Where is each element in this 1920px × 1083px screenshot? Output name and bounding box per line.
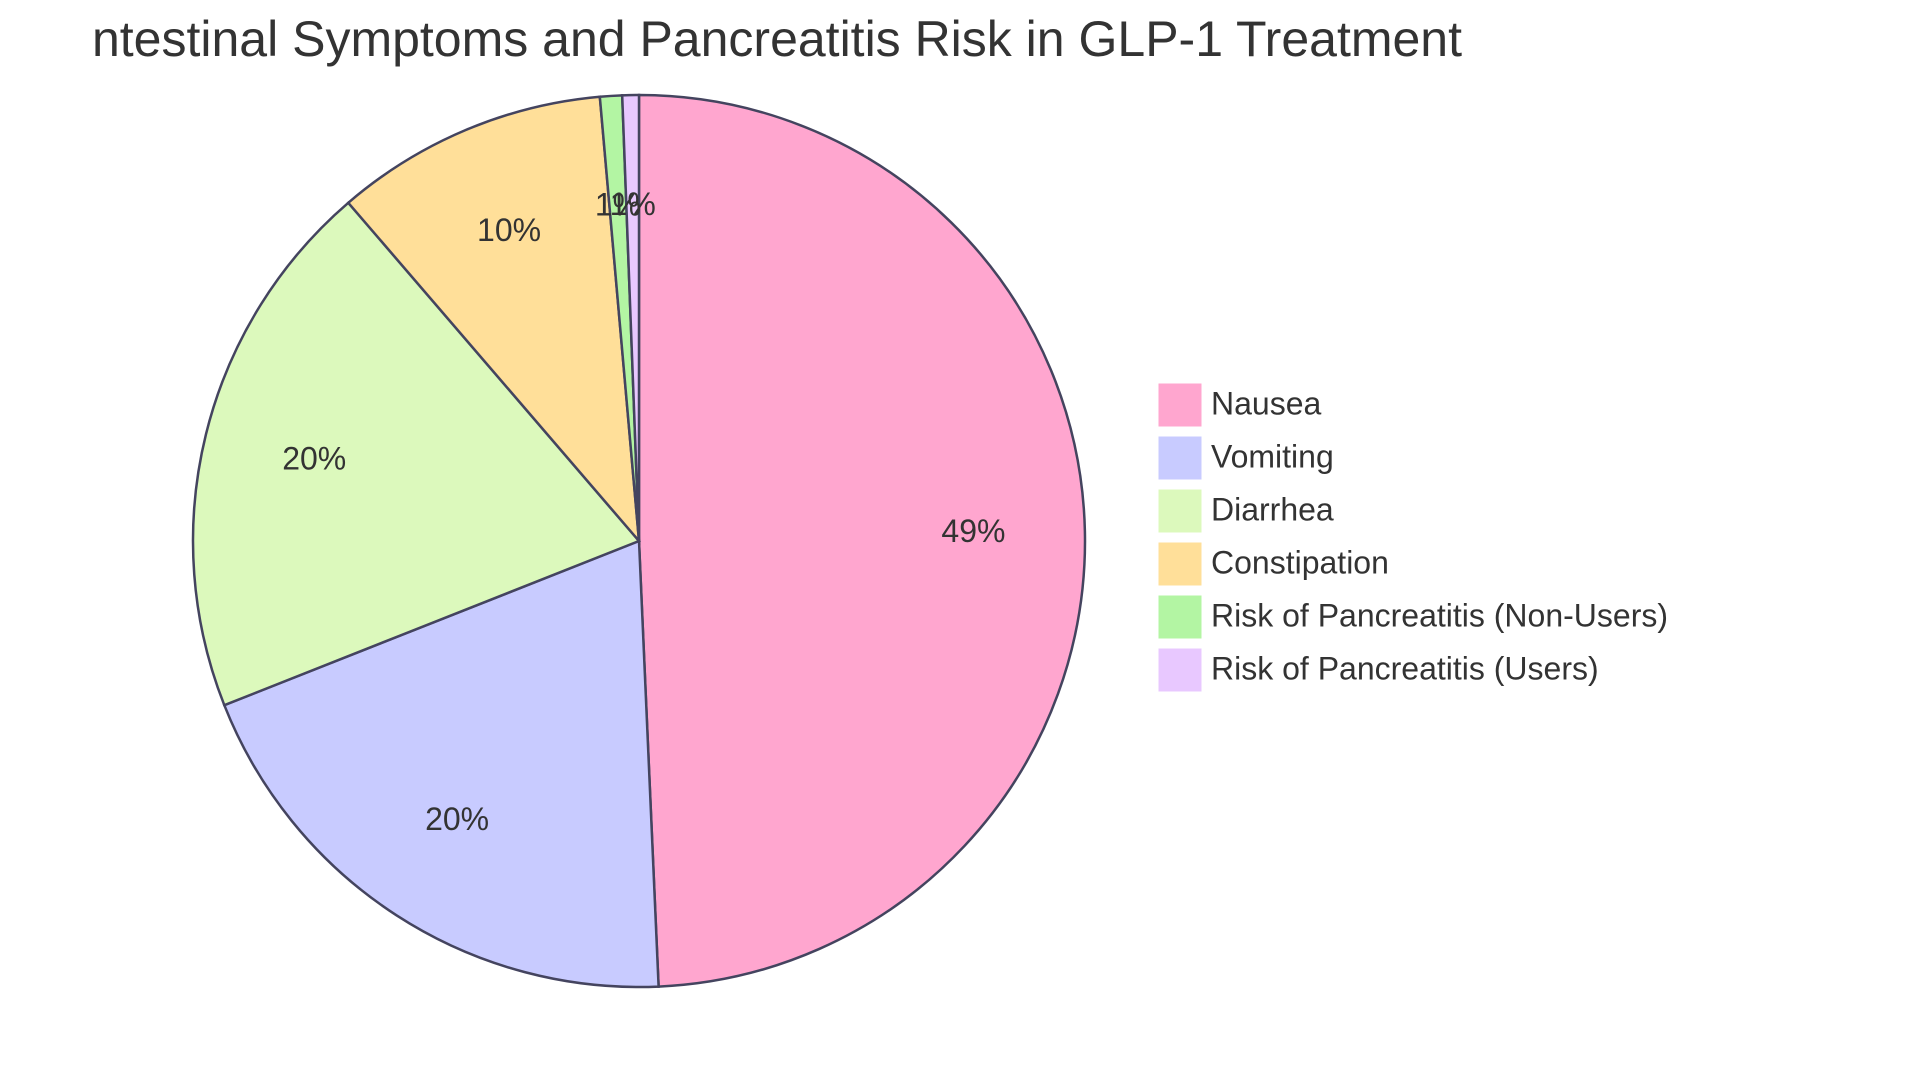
pie-slice: [346, 95, 641, 545]
legend-swatch: [1157, 594, 1203, 640]
pie-slice: [222, 539, 660, 989]
legend-label: Constipation: [1211, 544, 1389, 580]
slice-label: 10%: [477, 212, 541, 248]
legend-label: Risk of Pancreatitis (Non-Users): [1211, 597, 1668, 633]
pie-slice: [620, 93, 641, 542]
legend-label: Vomiting: [1211, 438, 1334, 474]
legend-swatch: [1157, 435, 1203, 481]
legend-swatch: [1157, 488, 1203, 534]
chart-title: ntestinal Symptoms and Pancreatitis Risk…: [92, 11, 1462, 67]
legend-swatch: [1157, 382, 1203, 428]
slice-label: 20%: [425, 801, 489, 837]
pie-slice: [637, 93, 1087, 988]
legend-swatch: [1157, 647, 1203, 693]
legend-label: Risk of Pancreatitis (Users): [1211, 650, 1599, 686]
legend-label: Diarrhea: [1211, 491, 1334, 527]
pie-slice: [191, 201, 642, 707]
slice-label: 1%: [610, 186, 656, 222]
slice-label: 20%: [282, 440, 346, 476]
slice-label: 1%: [595, 187, 641, 223]
legend-swatch: [1157, 541, 1203, 587]
slice-label: 49%: [941, 513, 1005, 549]
legend-label: Nausea: [1211, 385, 1322, 421]
